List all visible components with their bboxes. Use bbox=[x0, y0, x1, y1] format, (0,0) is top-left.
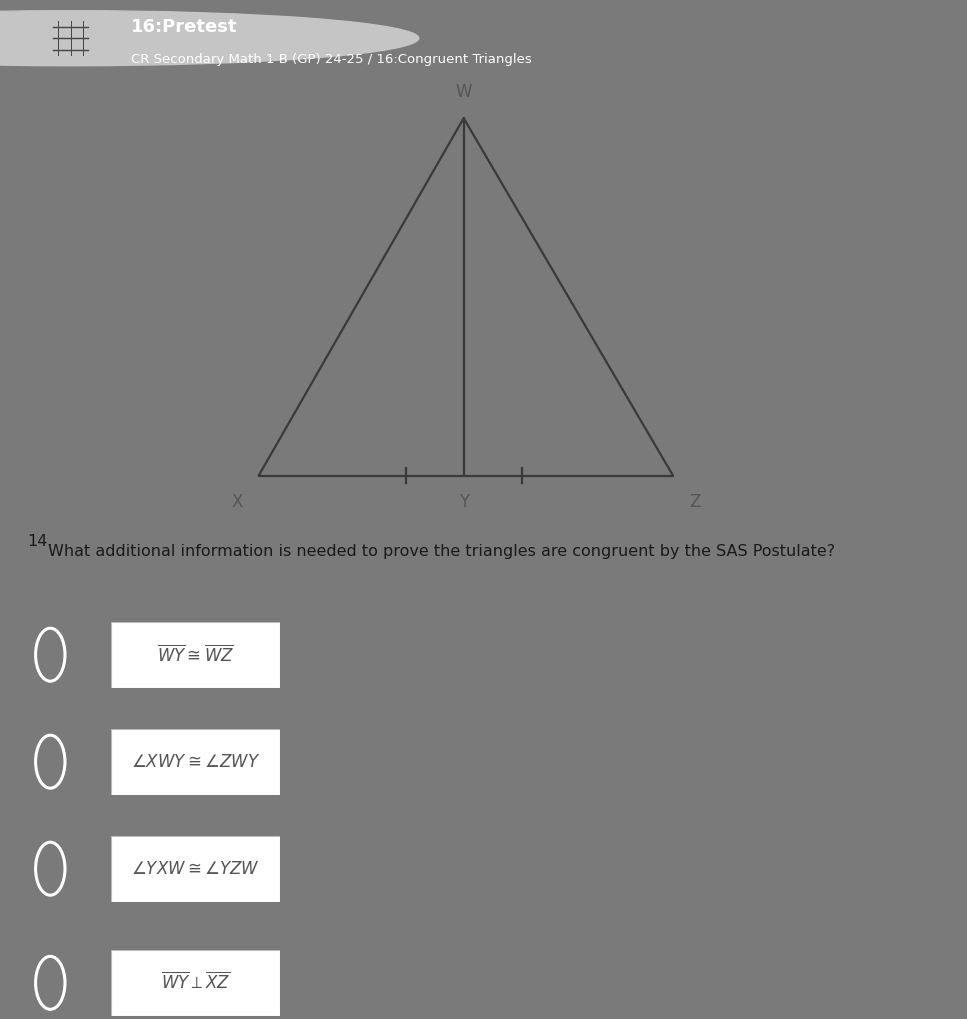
Text: $\angle XWY \cong \angle ZWY$: $\angle XWY \cong \angle ZWY$ bbox=[132, 753, 260, 770]
FancyBboxPatch shape bbox=[111, 729, 280, 795]
Text: 14.: 14. bbox=[27, 534, 52, 549]
Text: X: X bbox=[231, 493, 243, 512]
Text: $\overline{WY} \perp \overline{XZ}$: $\overline{WY} \perp \overline{XZ}$ bbox=[161, 972, 231, 994]
Text: What additional information is needed to prove the triangles are congruent by th: What additional information is needed to… bbox=[48, 544, 835, 559]
FancyBboxPatch shape bbox=[111, 950, 280, 1016]
Text: ←: ← bbox=[13, 29, 30, 48]
Text: Y: Y bbox=[458, 493, 469, 512]
Text: $\overline{WY} \cong \overline{WZ}$: $\overline{WY} \cong \overline{WZ}$ bbox=[158, 644, 234, 665]
FancyBboxPatch shape bbox=[111, 836, 280, 902]
Circle shape bbox=[0, 11, 419, 66]
Text: CR Secondary Math 1 B (GP) 24-25 / 16:Congruent Triangles: CR Secondary Math 1 B (GP) 24-25 / 16:Co… bbox=[131, 53, 531, 66]
Text: $\angle YXW \cong \angle YZW$: $\angle YXW \cong \angle YZW$ bbox=[132, 860, 260, 877]
Text: Z: Z bbox=[689, 493, 700, 512]
Text: W: W bbox=[455, 84, 472, 102]
FancyBboxPatch shape bbox=[111, 622, 280, 688]
Text: 16:Pretest: 16:Pretest bbox=[131, 17, 237, 36]
